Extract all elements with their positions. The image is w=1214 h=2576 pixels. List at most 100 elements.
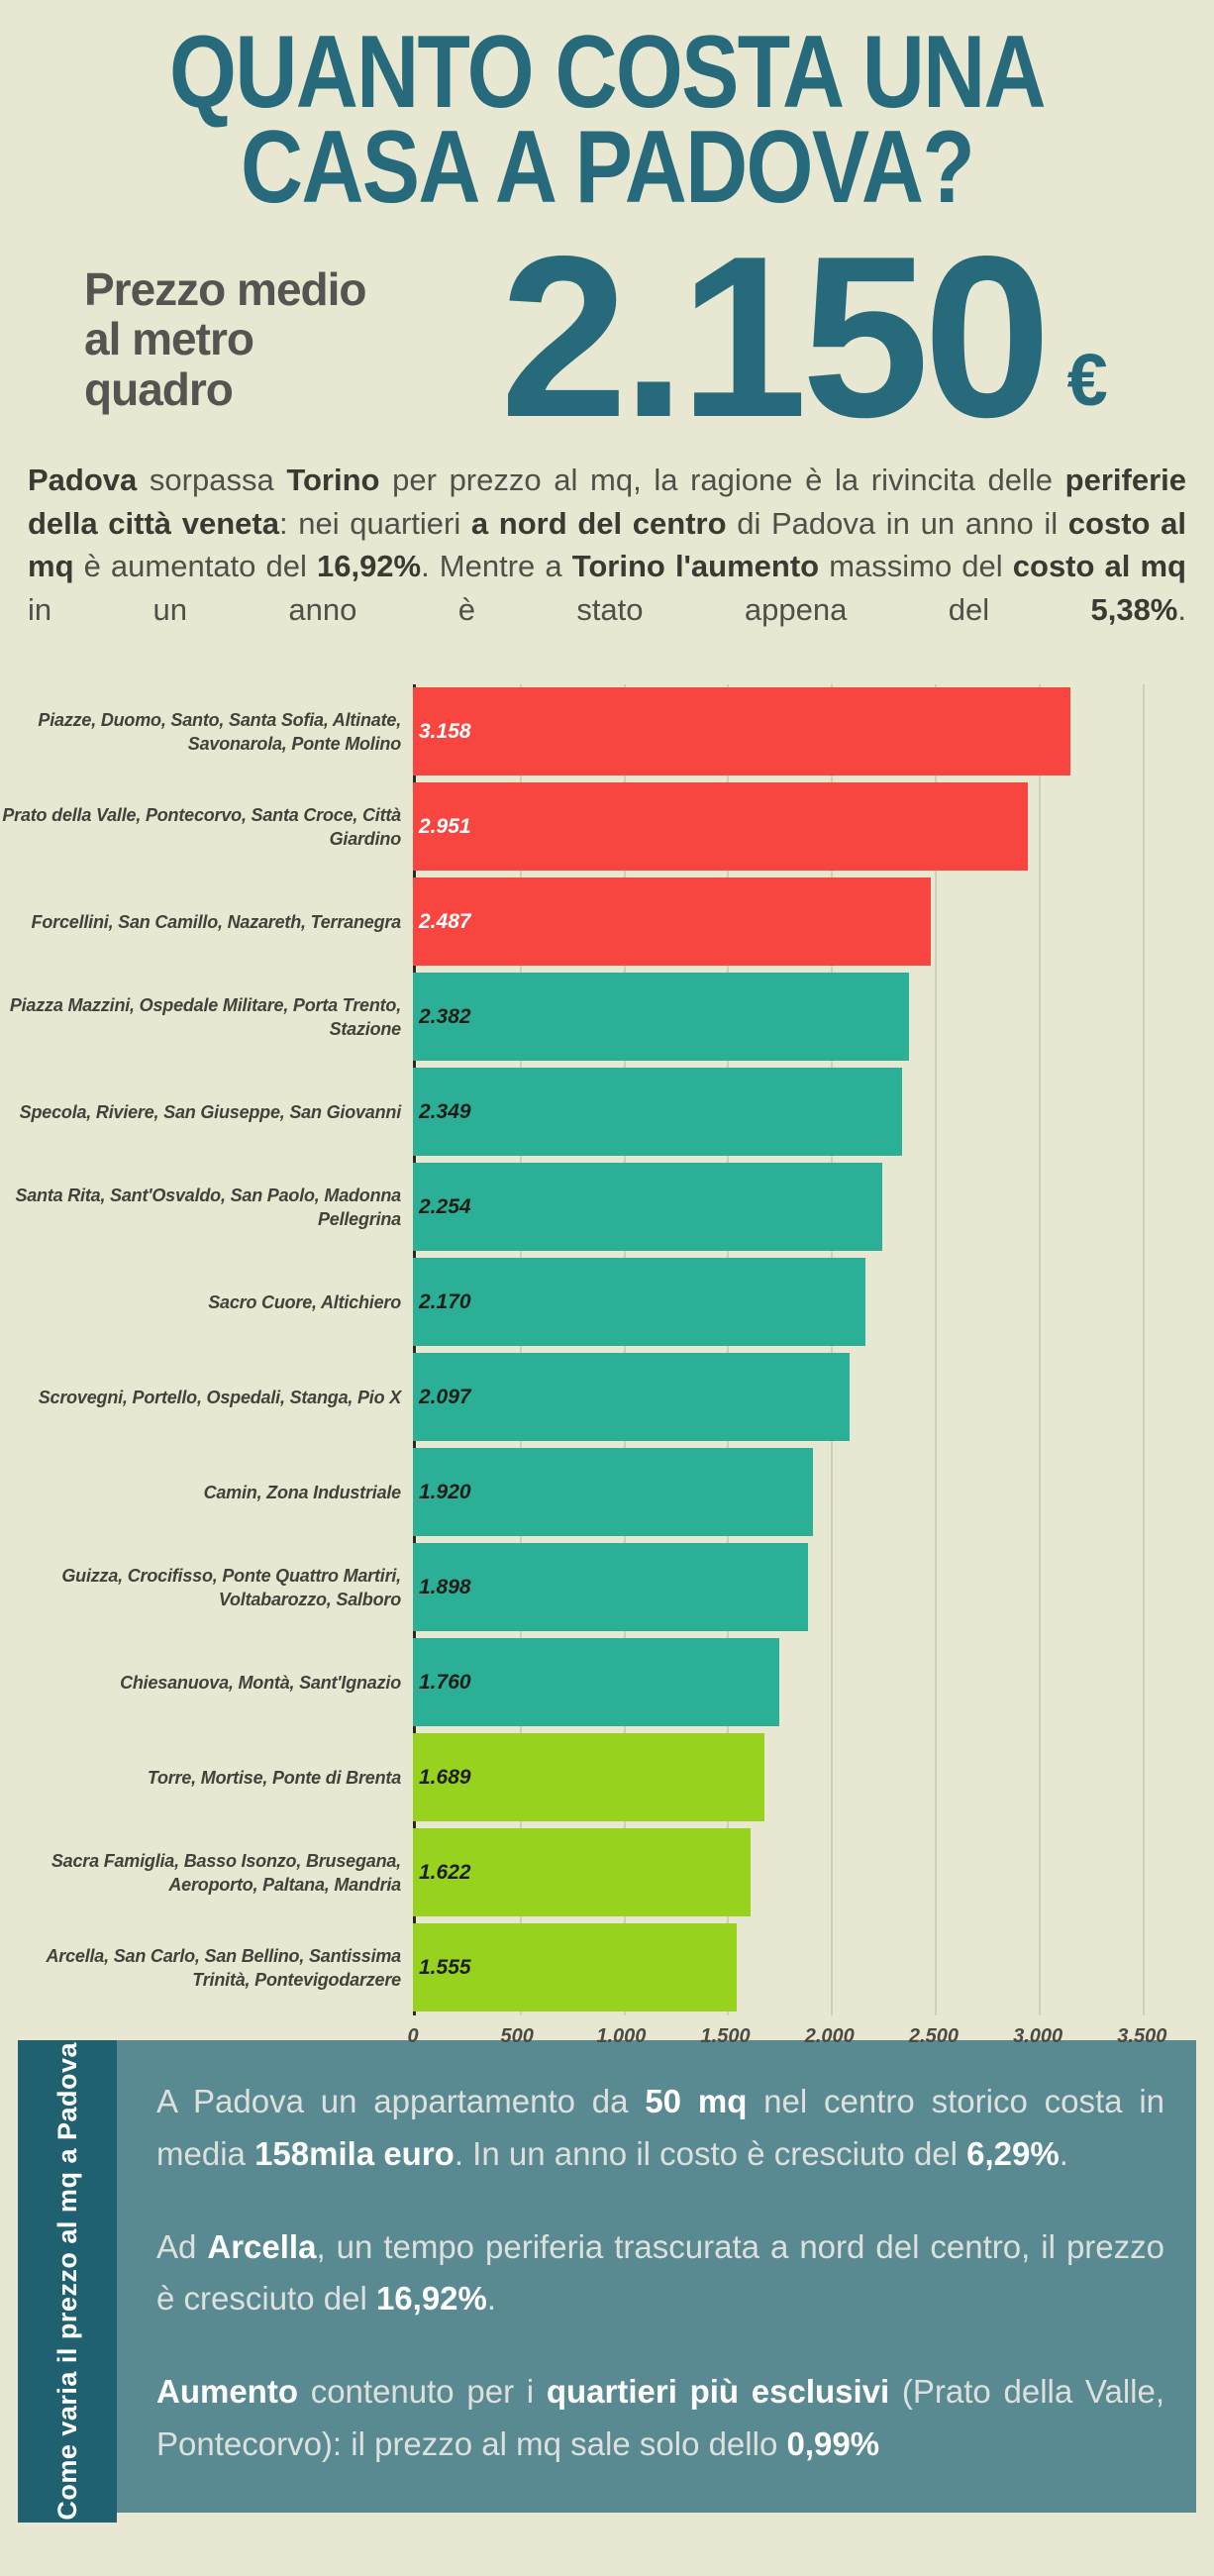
bar-value-label: 1.555	[419, 1955, 471, 1979]
bar-track: 1.555	[413, 1920, 1196, 2015]
price-value: 2.150	[500, 209, 1052, 466]
text-run: (Prato della Valle, Pontecorvo): il prez…	[156, 2373, 1165, 2462]
footer-paragraph: Aumento contenuto per i quartieri più es…	[156, 2366, 1164, 2471]
bold-text-run: quartieri più esclusivi	[546, 2373, 890, 2411]
bold-text-run: periferie della città veneta	[28, 463, 1187, 541]
chart-row: Specola, Riviere, San Giuseppe, San Giov…	[0, 1065, 1214, 1160]
bar: 2.254	[413, 1163, 883, 1252]
bar-value-label: 1.898	[419, 1575, 471, 1598]
chart-row: Sacro Cuore, Altichiero 2.170	[0, 1255, 1214, 1350]
euro-symbol: €	[1066, 339, 1108, 422]
bar-value-label: 1.689	[419, 1765, 471, 1789]
text-run: di Padova in un anno il	[726, 505, 1068, 541]
bold-text-run: 6,29%	[966, 2134, 1060, 2172]
bar: 2.170	[413, 1258, 865, 1347]
bold-text-run: 5,38%	[1090, 591, 1178, 627]
bar: 1.898	[413, 1543, 809, 1632]
header: QUANTO COSTA UNA CASA A PADOVA?	[0, 0, 1214, 218]
text-run: A Padova un appartamento da	[156, 2082, 646, 2119]
x-axis-tick-label: 500	[500, 2024, 534, 2047]
price-bar-chart: Piazze, Duomo, Santo, Santa Sofia, Altin…	[0, 683, 1214, 2047]
bar-category-label: Guizza, Crocifisso, Ponte Quattro Martir…	[61, 1565, 401, 1609]
footer-text-box: A Padova un appartamento da 50 mq nel ce…	[117, 2039, 1196, 2513]
bar-category-label: Piazza Mazzini, Ospedale Militare, Porta…	[9, 994, 401, 1039]
bar-category-label: Camin, Zona Industriale	[203, 1482, 402, 1502]
text-run: massimo del	[819, 549, 1013, 584]
bar: 2.951	[413, 782, 1028, 872]
footer-paragraph: A Padova un appartamento da 50 mq nel ce…	[156, 2076, 1164, 2181]
price-label: Prezzo medio al metro quadro	[84, 263, 367, 415]
bar-track: 2.487	[413, 875, 1196, 970]
text-run: Ad	[156, 2227, 208, 2265]
footer-sidebar: Come varia il prezzo al mq a Padova	[18, 2039, 117, 2523]
bold-text-run: Torino	[286, 463, 380, 498]
bar-value-label: 2.382	[419, 1004, 471, 1028]
bar-track: 1.689	[413, 1730, 1196, 1825]
bar-value-label: 2.349	[419, 1099, 471, 1123]
text-run: per prezzo al mq, la ragione è la rivinc…	[379, 463, 1065, 498]
bar-track: 2.254	[413, 1160, 1196, 1255]
x-axis: 0 500 1.000 1.500 2.000 2.500 3.000 3.500	[407, 2015, 1196, 2061]
page-title: QUANTO COSTA UNA CASA A PADOVA?	[97, 15, 1117, 218]
bar-track: 1.920	[413, 1445, 1196, 1540]
bar-category-label: Piazze, Duomo, Santo, Santa Sofia, Altin…	[38, 709, 401, 754]
bold-text-run: 16,92%	[375, 2280, 487, 2318]
bar: 1.555	[413, 1923, 738, 2012]
text-run: in un anno è stato appena del	[28, 591, 1091, 627]
chart-row: Guizza, Crocifisso, Ponte Quattro Martir…	[0, 1540, 1214, 1635]
text-run: contenuto per i	[298, 2373, 547, 2411]
x-axis-tick-label: 3.000	[1013, 2024, 1063, 2047]
bar-value-label: 1.760	[419, 1670, 471, 1694]
footer-paragraph: Ad Arcella, un tempo periferia trascurat…	[156, 2221, 1164, 2326]
text-run: è aumentato del	[73, 549, 317, 584]
bar-track: 2.382	[413, 970, 1196, 1065]
bar-category-label: Torre, Mortise, Ponte di Brenta	[147, 1767, 401, 1788]
bar-category-label: Chiesanuova, Montà, Sant'Ignazio	[120, 1672, 401, 1693]
footer-sidebar-label: Come varia il prezzo al mq a Padova	[51, 2042, 82, 2521]
text-run: sorpassa	[137, 463, 287, 498]
bar-track: 2.170	[413, 1255, 1196, 1350]
x-axis-tick-label: 2.500	[908, 2024, 959, 2047]
bar: 1.622	[413, 1828, 752, 1917]
chart-row: Arcella, San Carlo, San Bellino, Santiss…	[0, 1920, 1214, 2015]
bar-value-label: 2.951	[419, 814, 471, 838]
page-title-line1: QUANTO COSTA UNA	[169, 15, 1047, 130]
bar: 3.158	[413, 687, 1071, 776]
bold-text-run: costo al mq	[1012, 549, 1186, 584]
bar-value-label: 3.158	[419, 719, 471, 743]
text-run: : nei quartieri	[278, 505, 471, 541]
intro-paragraph: Padova sorpassa Torino per prezzo al mq,…	[28, 459, 1186, 631]
bar: 2.097	[413, 1353, 851, 1442]
text-run: nel centro storico costa in media	[156, 2082, 1165, 2172]
bar-value-label: 2.254	[419, 1194, 471, 1218]
text-run: .	[1177, 591, 1186, 627]
bold-text-run: Aumento	[156, 2373, 298, 2411]
bar: 1.760	[413, 1638, 780, 1727]
text-run: .	[486, 2280, 497, 2318]
bar-track: 1.760	[413, 1635, 1196, 1730]
bold-text-run: l'aumento	[674, 549, 820, 584]
text-run: . Mentre a	[421, 549, 572, 584]
chart-row: Camin, Zona Industriale 1.920	[0, 1445, 1214, 1540]
bar-value-label: 1.920	[419, 1480, 471, 1503]
bold-text-run: 16,92%	[316, 549, 422, 584]
chart-row: Sacra Famiglia, Basso Isonzo, Brusegana,…	[0, 1825, 1214, 1920]
text-run: . In un anno il costo è cresciuto del	[454, 2134, 967, 2172]
bold-text-run: 0,99%	[786, 2424, 880, 2462]
bold-text-run: 50 mq	[645, 2082, 748, 2119]
bar: 2.382	[413, 973, 910, 1062]
bar-track: 2.349	[413, 1065, 1196, 1160]
chart-row: Chiesanuova, Montà, Sant'Ignazio 1.760	[0, 1635, 1214, 1730]
x-axis-tick-label: 0	[407, 2024, 419, 2047]
chart-rows: Piazze, Duomo, Santo, Santa Sofia, Altin…	[0, 684, 1214, 2015]
bold-text-run: Arcella	[207, 2227, 317, 2265]
price-value-wrap: 2.150 €	[500, 209, 1108, 466]
bold-text-run: a nord del centro	[470, 505, 727, 541]
chart-row: Scrovegni, Portello, Ospedali, Stanga, P…	[0, 1350, 1214, 1445]
bold-text-run: costo al mq	[28, 505, 1186, 584]
bold-text-run: 158mila euro	[254, 2134, 455, 2172]
footer-callout: Come varia il prezzo al mq a Padova A Pa…	[18, 2039, 1196, 2523]
text-run: .	[1059, 2134, 1068, 2172]
chart-row: Torre, Mortise, Ponte di Brenta 1.689	[0, 1730, 1214, 1825]
